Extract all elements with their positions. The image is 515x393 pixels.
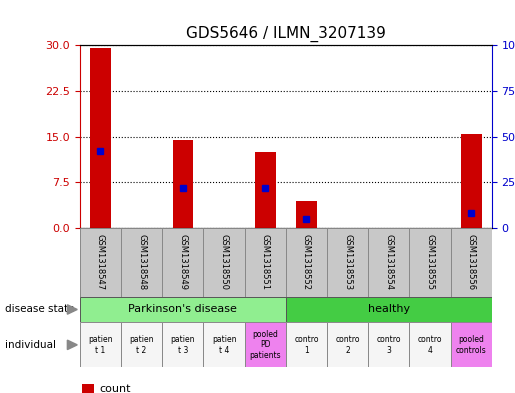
- Bar: [255, 152, 276, 228]
- Bar: [451, 322, 492, 367]
- Text: GSM1318550: GSM1318550: [219, 234, 229, 290]
- Bar: [368, 228, 409, 297]
- Text: GSM1318552: GSM1318552: [302, 234, 311, 290]
- Bar: [203, 228, 245, 297]
- Bar: [80, 322, 121, 367]
- Text: contro
4: contro 4: [418, 335, 442, 354]
- Bar: [327, 322, 368, 367]
- Bar: [80, 228, 121, 297]
- Text: pooled
controls: pooled controls: [456, 335, 487, 354]
- Text: contro
3: contro 3: [376, 335, 401, 354]
- Bar: [245, 322, 286, 367]
- Text: patien
t 4: patien t 4: [212, 335, 236, 354]
- Polygon shape: [67, 340, 77, 350]
- Bar: [409, 228, 451, 297]
- Bar: [286, 297, 492, 322]
- Text: patien
t 2: patien t 2: [129, 335, 154, 354]
- Text: GSM1318547: GSM1318547: [96, 234, 105, 290]
- Text: healthy: healthy: [368, 305, 410, 314]
- Text: disease state: disease state: [5, 305, 75, 314]
- Bar: [90, 48, 111, 228]
- Bar: [327, 228, 368, 297]
- Bar: [286, 228, 327, 297]
- Bar: [203, 322, 245, 367]
- Text: GSM1318548: GSM1318548: [137, 234, 146, 290]
- Polygon shape: [67, 305, 77, 314]
- Title: GDS5646 / ILMN_3207139: GDS5646 / ILMN_3207139: [186, 26, 386, 42]
- Text: pooled
PD
patients: pooled PD patients: [249, 330, 281, 360]
- Text: individual: individual: [5, 340, 56, 350]
- Text: patien
t 3: patien t 3: [170, 335, 195, 354]
- Bar: [409, 322, 451, 367]
- Text: contro
1: contro 1: [294, 335, 319, 354]
- Bar: [368, 322, 409, 367]
- Bar: [80, 297, 286, 322]
- Text: GSM1318553: GSM1318553: [343, 234, 352, 290]
- Bar: [296, 200, 317, 228]
- Bar: [121, 228, 162, 297]
- Text: count: count: [99, 384, 131, 393]
- Bar: [173, 140, 193, 228]
- Text: GSM1318551: GSM1318551: [261, 234, 270, 290]
- Text: GSM1318556: GSM1318556: [467, 234, 476, 290]
- Bar: [121, 322, 162, 367]
- Bar: [451, 228, 492, 297]
- Bar: [162, 322, 203, 367]
- Bar: [245, 228, 286, 297]
- Text: Parkinson's disease: Parkinson's disease: [128, 305, 237, 314]
- Text: GSM1318555: GSM1318555: [425, 234, 435, 290]
- Bar: [286, 322, 327, 367]
- Text: contro
2: contro 2: [335, 335, 360, 354]
- Bar: [461, 134, 482, 228]
- Bar: [162, 228, 203, 297]
- Text: GSM1318549: GSM1318549: [178, 234, 187, 290]
- Text: GSM1318554: GSM1318554: [384, 234, 393, 290]
- Text: patien
t 1: patien t 1: [88, 335, 113, 354]
